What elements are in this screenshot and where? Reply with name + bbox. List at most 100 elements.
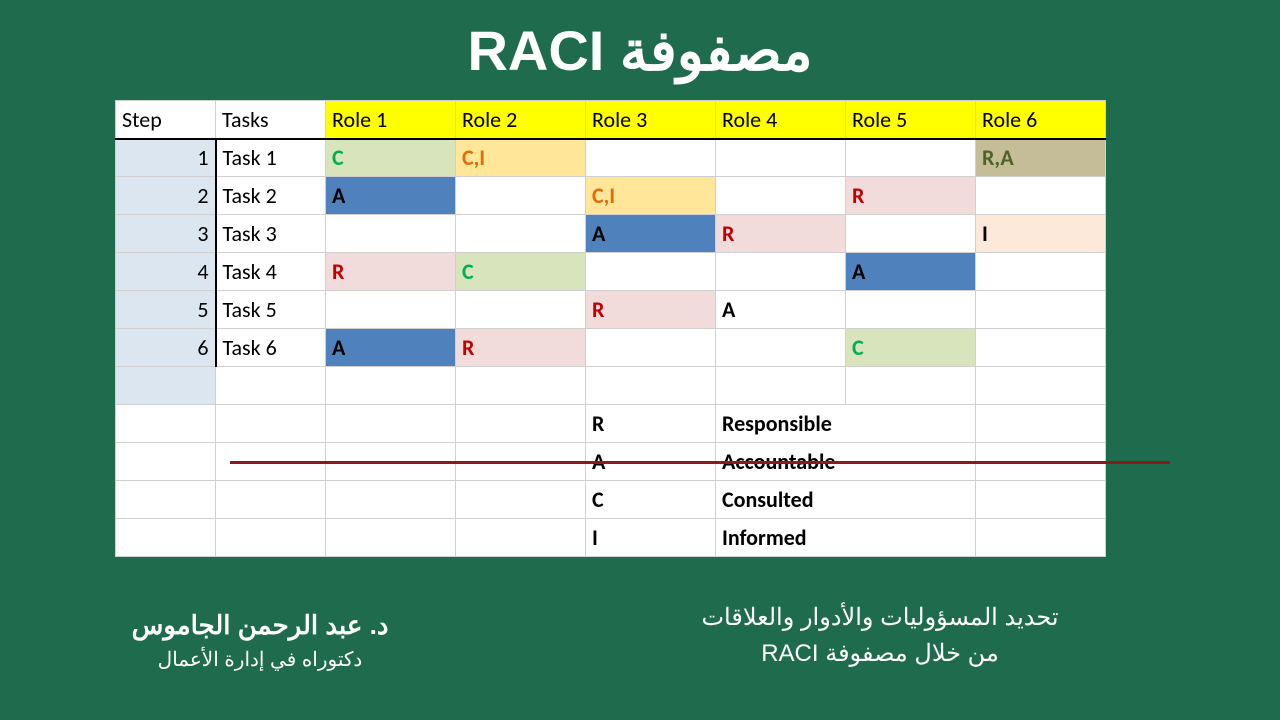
empty-cell: [586, 367, 716, 405]
task-cell: Task 5: [216, 291, 326, 329]
page-title: مصفوفة RACI: [0, 0, 1280, 84]
legend-code: I: [586, 519, 716, 557]
task-cell: Task 3: [216, 215, 326, 253]
col-role5: Role 5: [846, 101, 976, 139]
raci-cell: [976, 329, 1106, 367]
raci-cell: [586, 329, 716, 367]
empty-cell: [216, 481, 326, 519]
raci-cell: [326, 291, 456, 329]
raci-cell: I: [976, 215, 1106, 253]
raci-cell: [846, 139, 976, 177]
empty-cell: [116, 481, 216, 519]
task-cell: Task 2: [216, 177, 326, 215]
step-cell: 2: [116, 177, 216, 215]
raci-cell: [456, 291, 586, 329]
raci-cell: [716, 177, 846, 215]
step-cell: 1: [116, 139, 216, 177]
raci-cell: [716, 139, 846, 177]
col-step: Step: [116, 101, 216, 139]
empty-cell: [116, 367, 216, 405]
raci-cell: R: [456, 329, 586, 367]
raci-table-container: Step Tasks Role 1 Role 2 Role 3 Role 4 R…: [115, 100, 1105, 557]
author-name: د. عبد الرحمن الجاموس: [100, 610, 420, 641]
task-cell: Task 1: [216, 139, 326, 177]
raci-cell: [846, 215, 976, 253]
raci-cell: [846, 291, 976, 329]
empty-cell: [846, 367, 976, 405]
raci-table: Step Tasks Role 1 Role 2 Role 3 Role 4 R…: [115, 100, 1106, 557]
table-row: 6Task 6ARC: [116, 329, 1106, 367]
empty-cell: [326, 405, 456, 443]
desc-line-2: من خلال مصفوفة RACI: [600, 636, 1160, 672]
author-title: دكتوراه في إدارة الأعمال: [100, 647, 420, 672]
red-underline: [230, 461, 1170, 464]
spacer-row: [116, 367, 1106, 405]
description-block: تحديد المسؤوليات والأدوار والعلاقات من خ…: [600, 600, 1160, 672]
table-row: 2Task 2A C,I R: [116, 177, 1106, 215]
legend-row: CConsulted: [116, 481, 1106, 519]
raci-cell: [456, 177, 586, 215]
step-cell: 3: [116, 215, 216, 253]
empty-cell: [456, 405, 586, 443]
col-role3: Role 3: [586, 101, 716, 139]
empty-cell: [216, 405, 326, 443]
raci-cell: R: [326, 253, 456, 291]
legend-code: C: [586, 481, 716, 519]
empty-cell: [116, 405, 216, 443]
empty-cell: [116, 443, 216, 481]
step-cell: 5: [116, 291, 216, 329]
empty-cell: [326, 481, 456, 519]
empty-cell: [976, 405, 1106, 443]
raci-cell: [976, 177, 1106, 215]
raci-cell: A: [326, 177, 456, 215]
empty-cell: [216, 519, 326, 557]
table-row: 4Task 4RC A: [116, 253, 1106, 291]
empty-cell: [456, 481, 586, 519]
raci-cell: R,A: [976, 139, 1106, 177]
raci-cell: R: [716, 215, 846, 253]
step-cell: 4: [116, 253, 216, 291]
raci-cell: [716, 329, 846, 367]
raci-cell: C,I: [456, 139, 586, 177]
empty-cell: [976, 519, 1106, 557]
table-row: 5Task 5RA: [116, 291, 1106, 329]
col-role4: Role 4: [716, 101, 846, 139]
empty-cell: [216, 367, 326, 405]
raci-cell: R: [586, 291, 716, 329]
raci-cell: C: [846, 329, 976, 367]
legend-code: R: [586, 405, 716, 443]
col-role6: Role 6: [976, 101, 1106, 139]
empty-cell: [116, 519, 216, 557]
raci-cell: [976, 253, 1106, 291]
raci-cell: R: [846, 177, 976, 215]
raci-cell: [456, 215, 586, 253]
empty-cell: [976, 481, 1106, 519]
raci-cell: C,I: [586, 177, 716, 215]
raci-cell: A: [846, 253, 976, 291]
table-body: 1Task 1CC,IR,A2Task 2AC,IR3Task 3ARI4Tas…: [116, 139, 1106, 557]
raci-cell: [326, 215, 456, 253]
task-cell: Task 4: [216, 253, 326, 291]
raci-cell: [716, 253, 846, 291]
legend-label: Informed: [716, 519, 976, 557]
col-tasks: Tasks: [216, 101, 326, 139]
raci-cell: C: [456, 253, 586, 291]
empty-cell: [716, 367, 846, 405]
empty-cell: [976, 367, 1106, 405]
task-cell: Task 6: [216, 329, 326, 367]
raci-cell: [586, 253, 716, 291]
table-row: 1Task 1CC,I R,A: [116, 139, 1106, 177]
col-role2: Role 2: [456, 101, 586, 139]
raci-cell: A: [586, 215, 716, 253]
desc-line-1: تحديد المسؤوليات والأدوار والعلاقات: [600, 600, 1160, 636]
raci-cell: A: [326, 329, 456, 367]
header-row: Step Tasks Role 1 Role 2 Role 3 Role 4 R…: [116, 101, 1106, 139]
raci-cell: [586, 139, 716, 177]
table-row: 3Task 3 AR I: [116, 215, 1106, 253]
empty-cell: [326, 519, 456, 557]
legend-row: IInformed: [116, 519, 1106, 557]
author-block: د. عبد الرحمن الجاموس دكتوراه في إدارة ا…: [100, 610, 420, 672]
empty-cell: [456, 519, 586, 557]
raci-cell: [976, 291, 1106, 329]
raci-cell: C: [326, 139, 456, 177]
